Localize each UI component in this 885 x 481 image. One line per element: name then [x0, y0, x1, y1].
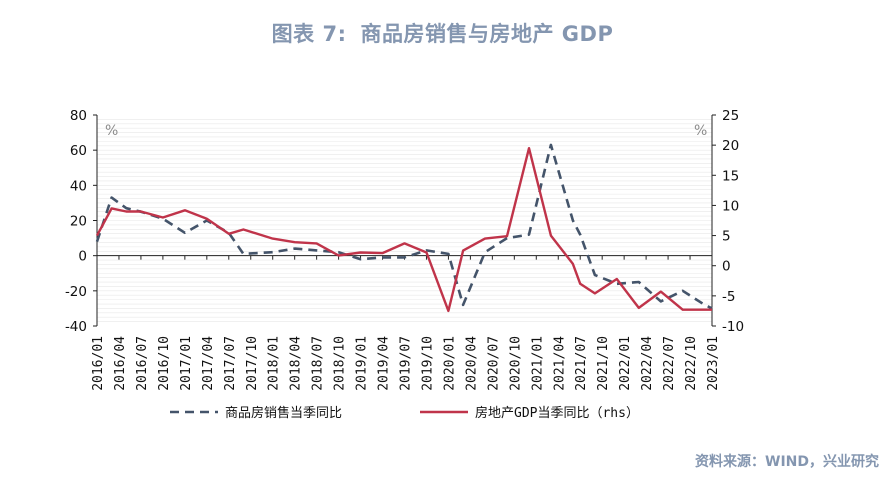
x-tick-label: 2021/01: [530, 336, 545, 391]
x-tick-label: 2021/07: [574, 336, 589, 391]
right-tick-label: 5: [722, 229, 731, 245]
x-tick-label: 2021/10: [596, 336, 611, 391]
left-tick-label: -20: [65, 284, 87, 300]
legend-item-gdp-label: 房地产GDP当季同比（rhs）: [475, 405, 639, 421]
right-tick-label: -10: [722, 319, 744, 335]
x-tick-label: 2020/10: [508, 336, 523, 391]
left-tick-label: 60: [70, 143, 87, 159]
legend-item-sales-label: 商品房销售当季同比: [225, 405, 342, 421]
x-tick-label: 2019/04: [377, 336, 392, 391]
x-tick-label: 2020/04: [464, 336, 479, 391]
left-unit-label: %: [105, 123, 118, 139]
x-tick-label: 2022/07: [662, 336, 677, 391]
right-tick-label: 10: [722, 198, 739, 214]
left-tick-label: 0: [78, 249, 87, 265]
x-tick-label: 2020/01: [442, 336, 457, 391]
x-tick-label: 2019/07: [399, 336, 414, 391]
x-tick-label: 2018/07: [311, 336, 326, 391]
x-tick-label: 2016/10: [157, 336, 172, 391]
right-tick-label: 20: [722, 138, 739, 154]
x-tick-label: 2021/04: [552, 336, 567, 391]
right-tick-label: 0: [722, 259, 731, 275]
figure-number: 图表 7:: [271, 22, 347, 46]
x-tick-label: 2018/10: [333, 336, 348, 391]
x-tick-label: 2022/01: [618, 336, 633, 391]
source-note: 资料来源：WIND，兴业研究: [695, 454, 879, 470]
x-tick-label: 2017/10: [245, 336, 260, 391]
x-tick-label: 2022/04: [640, 336, 655, 391]
series-line-gdp: [95, 146, 712, 313]
figure-title: 商品房销售与房地产 GDP: [360, 22, 614, 46]
x-tick-label: 2017/07: [223, 336, 238, 391]
right-tick-label: -5: [722, 289, 735, 305]
x-tick-label: 2018/04: [289, 336, 304, 391]
x-tick-label: 2017/01: [179, 336, 194, 391]
x-tick-label: 2019/01: [355, 336, 370, 391]
x-tick-label: 2017/04: [201, 336, 216, 391]
x-tick-label: 2020/07: [486, 336, 501, 391]
x-tick-label: 2018/01: [267, 336, 282, 391]
right-tick-label: 15: [722, 168, 739, 184]
x-tick-label: 2016/01: [91, 336, 106, 391]
left-tick-label: -40: [65, 319, 87, 335]
left-tick-label: 40: [70, 178, 87, 194]
right-unit-label: %: [694, 123, 707, 139]
right-tick-label: 25: [722, 108, 739, 124]
left-tick-label: 20: [70, 214, 87, 230]
x-tick-label: 2016/07: [135, 336, 150, 391]
series-line-sales: [95, 143, 713, 310]
x-tick-label: 2023/01: [706, 336, 721, 391]
x-tick-label: 2016/04: [113, 336, 128, 391]
chart-title: 图表 7: 商品房销售与房地产 GDP: [0, 18, 885, 48]
x-tick-label: 2022/10: [684, 336, 699, 391]
left-tick-label: 80: [70, 108, 87, 124]
x-tick-label: 2019/10: [420, 336, 435, 391]
